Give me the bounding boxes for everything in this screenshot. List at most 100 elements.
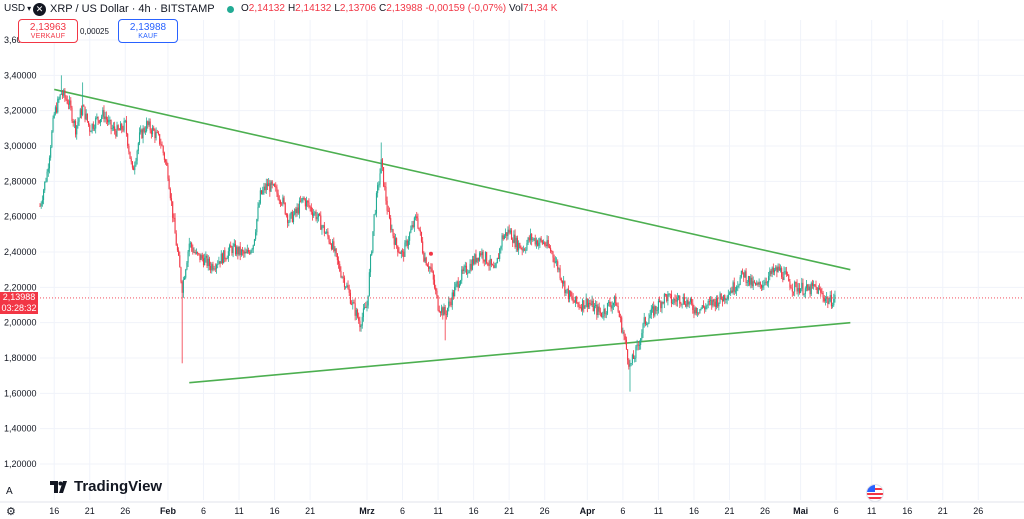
candle-body: [431, 268, 433, 272]
candle-body: [346, 285, 348, 287]
candle-body: [529, 233, 532, 241]
sell-button[interactable]: 2,13963 VERKAUF: [18, 19, 78, 43]
bar-countdown: 03:28:32: [1, 303, 37, 313]
buy-button[interactable]: 2,13988 KAUF: [118, 19, 178, 43]
candle-body: [230, 245, 232, 248]
candle-body: [524, 249, 526, 251]
candle-body: [759, 282, 761, 285]
currency-selector[interactable]: USD ▾: [4, 3, 31, 14]
candle-body: [778, 266, 780, 271]
candle-body: [619, 317, 622, 318]
candle-body: [537, 240, 539, 246]
candle-body: [40, 203, 42, 207]
candle-body: [368, 272, 370, 296]
candle-body: [423, 253, 425, 262]
candle-body: [47, 168, 49, 172]
candle-body: [388, 211, 391, 219]
candle-body: [499, 248, 501, 259]
candle-body: [624, 336, 626, 340]
candle-body: [585, 298, 587, 306]
time-axis[interactable]: 16 21 26 Feb 6 11 16 21 Mrz 6 11 16 21 26 Apr 6 11 16 21 26…: [49, 506, 983, 516]
candle-body: [243, 251, 245, 254]
candle-body: [319, 213, 321, 216]
candle-body: [649, 314, 651, 319]
font-size-button[interactable]: A: [6, 486, 13, 497]
candle-body: [226, 258, 228, 260]
candle-body: [437, 295, 439, 311]
candle-body: [547, 240, 549, 247]
y-tick-label: 2,20000: [4, 282, 37, 292]
candle-body: [217, 264, 219, 265]
candle-body: [192, 247, 194, 253]
candle-body: [618, 311, 620, 318]
candle-body: [707, 301, 709, 306]
candle-body: [457, 281, 459, 288]
candle-body: [785, 271, 787, 275]
candle-body: [487, 263, 489, 266]
candle-body: [384, 186, 386, 188]
candle-body: [623, 331, 625, 337]
candle-body: [653, 306, 655, 316]
candle-body: [338, 260, 340, 264]
candle-body: [341, 276, 343, 278]
candle-body: [801, 282, 803, 289]
candle-body: [484, 252, 487, 262]
candle-body: [213, 268, 215, 270]
x-tick-label: Feb: [160, 506, 177, 516]
candle-body: [214, 268, 216, 270]
candle-body: [616, 305, 618, 307]
candle-body: [93, 128, 96, 130]
candle-body: [685, 303, 687, 307]
gear-icon[interactable]: ⚙: [6, 506, 16, 518]
price-axis[interactable]: 1,20000 1,40000 1,60000 1,80000 2,00000 2,200…: [4, 35, 37, 469]
candle-body: [323, 225, 325, 234]
ohlc-value: 2,14132: [248, 3, 285, 14]
candle-body: [77, 121, 79, 126]
candle-body: [212, 264, 214, 270]
candle-body: [246, 249, 248, 254]
candle-body: [51, 131, 53, 148]
candle-body: [451, 292, 453, 306]
x-tick-label: 21: [938, 506, 948, 516]
candle-body: [582, 300, 584, 311]
y-tick-label: 1,80000: [4, 353, 37, 363]
candle-body: [281, 203, 283, 205]
last-price-tag: 2,13988 03:28:32: [0, 292, 38, 314]
us-flag-icon[interactable]: [866, 484, 884, 502]
candle-body: [310, 207, 312, 212]
candle-body: [776, 267, 778, 273]
symbol-title[interactable]: XRP / US Dollar · 4h · BITSTAMP: [50, 3, 215, 15]
candle-body: [364, 307, 366, 309]
candle-body: [726, 298, 728, 300]
candle-body: [174, 217, 176, 234]
candle-body: [269, 183, 271, 192]
candle-body: [768, 276, 770, 283]
candle-body: [804, 288, 806, 294]
candle-body: [43, 190, 45, 201]
candle-body: [666, 294, 668, 302]
candle-body: [454, 286, 456, 297]
y-tick-label: 1,60000: [4, 388, 37, 398]
tradingview-logo[interactable]: TradingView: [74, 478, 163, 495]
candle-body: [737, 286, 739, 288]
candle-body: [692, 303, 694, 311]
ohlc-values: O2,14132 H2,14132 L2,13706 C2,13988 -0,00159…: [241, 3, 560, 14]
candle-body: [143, 128, 145, 132]
candle-body: [300, 200, 302, 202]
candle-body: [541, 240, 543, 244]
candle-body: [56, 107, 58, 113]
candle-body: [140, 129, 142, 133]
x-tick-label: 16: [902, 506, 912, 516]
candle-body: [97, 116, 99, 121]
x-tick-label: 16: [689, 506, 699, 516]
candle-body: [311, 211, 314, 216]
candle-body: [810, 283, 812, 295]
candle-body: [167, 165, 169, 179]
ohlc-key: H: [287, 3, 296, 14]
candle-body: [559, 268, 561, 279]
candle-body: [96, 116, 98, 119]
candle-body: [195, 252, 197, 254]
candle-body: [687, 300, 689, 305]
candle-body: [766, 282, 768, 284]
